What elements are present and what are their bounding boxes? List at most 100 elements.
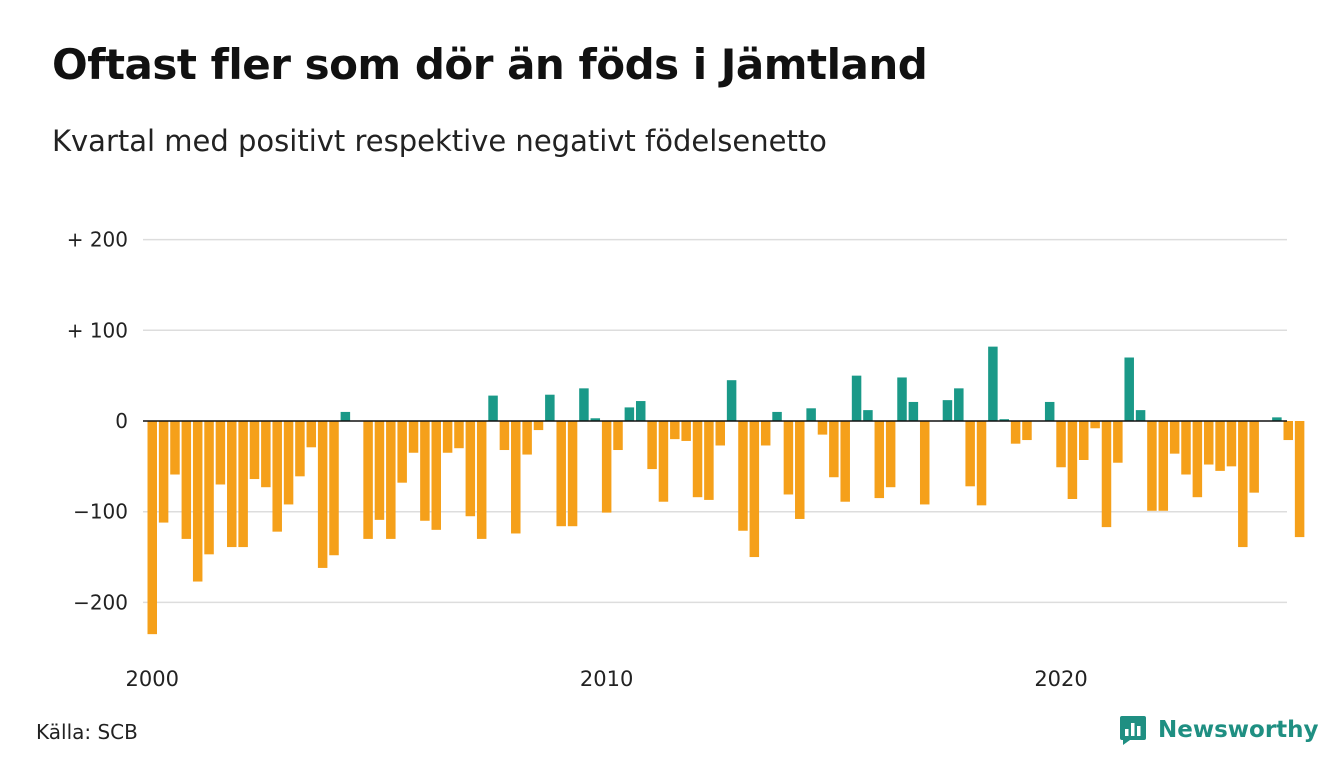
bar [601, 421, 612, 513]
bar [1283, 421, 1293, 441]
y-tick-label: −200 [73, 590, 128, 614]
bar [522, 421, 532, 455]
bar [363, 421, 373, 539]
bar [192, 421, 203, 582]
bar [408, 421, 419, 453]
bar [204, 421, 214, 555]
bar [442, 421, 453, 453]
bar [1124, 357, 1134, 421]
bar [1010, 421, 1021, 444]
bar [1294, 421, 1305, 538]
bar [533, 421, 544, 431]
brand-name: Newsworthy [1158, 717, 1319, 743]
bar [647, 421, 657, 470]
source-note: Källa: SCB [36, 720, 138, 744]
bar [488, 395, 498, 421]
bar [374, 421, 385, 520]
bar [1249, 421, 1259, 493]
bar [1272, 417, 1282, 421]
bar [147, 421, 157, 635]
brand-logo: Newsworthy [1118, 714, 1319, 746]
bar [158, 421, 169, 523]
bar [624, 407, 635, 422]
bar [227, 421, 237, 548]
bar [919, 421, 930, 505]
bar [465, 421, 476, 517]
bar [340, 411, 351, 421]
x-axis-labels: 2000 2010 2020 [126, 667, 1088, 691]
bar [738, 421, 748, 531]
bar [749, 421, 760, 558]
bar [238, 421, 248, 548]
bar [295, 421, 305, 477]
bar [806, 408, 816, 421]
bar [1079, 421, 1089, 460]
bar [840, 421, 850, 502]
bar [829, 421, 839, 478]
bar [397, 421, 407, 483]
bar [1135, 410, 1146, 421]
bar [215, 421, 226, 485]
bar [704, 421, 714, 500]
bar [511, 421, 521, 534]
bar [317, 421, 328, 568]
bar [635, 401, 646, 421]
bar [1203, 421, 1214, 465]
bar [579, 388, 589, 421]
bar [772, 411, 782, 421]
bar [272, 421, 282, 532]
bar [1056, 421, 1066, 468]
bar [1192, 421, 1203, 498]
y-tick-label: + 100 [67, 318, 128, 342]
x-tick-label: 2010 [580, 667, 633, 691]
bar [658, 421, 669, 502]
y-tick-label: 0 [115, 409, 128, 433]
y-tick-label: −100 [73, 500, 128, 524]
bar [817, 421, 828, 435]
bar [261, 421, 271, 488]
bar [1238, 421, 1248, 548]
bar [795, 421, 805, 519]
bar [590, 418, 601, 421]
bar [283, 421, 294, 505]
bar [1044, 401, 1055, 421]
bar [851, 375, 862, 421]
y-axis-labels: + 200 + 100 0 −100 −200 [67, 228, 128, 615]
bar [1113, 421, 1123, 463]
bar [965, 421, 975, 487]
bar [863, 410, 873, 421]
bar [885, 421, 896, 488]
bar [329, 421, 339, 556]
bar [760, 421, 771, 446]
y-tick-label: + 200 [67, 228, 128, 252]
bar [999, 419, 1009, 421]
bar [613, 421, 623, 451]
bar [306, 421, 317, 448]
bar [420, 421, 430, 521]
bar [249, 421, 260, 480]
bar [692, 421, 703, 498]
bar [874, 421, 885, 499]
bar [1022, 421, 1032, 441]
bar [954, 388, 964, 421]
bar [726, 380, 737, 421]
bars [147, 346, 1305, 635]
bar [1158, 421, 1169, 511]
bar [783, 421, 794, 495]
bar [181, 421, 192, 539]
bar [545, 394, 555, 421]
bar [170, 421, 180, 475]
bar-chart: + 200 + 100 0 −100 −200 2000 2010 2020 [67, 228, 1305, 691]
bar [1101, 421, 1112, 528]
bar [715, 421, 725, 446]
bar [386, 421, 396, 539]
bar [670, 421, 680, 440]
x-tick-label: 2020 [1034, 667, 1087, 691]
bar [976, 421, 987, 506]
x-tick-label: 2000 [126, 667, 179, 691]
bar [897, 377, 907, 421]
bar [908, 401, 919, 421]
chart-title: Oftast fler som dör än föds i Jämtland [52, 40, 928, 89]
chart-bubble-icon [1120, 716, 1146, 745]
bar [1147, 421, 1157, 511]
